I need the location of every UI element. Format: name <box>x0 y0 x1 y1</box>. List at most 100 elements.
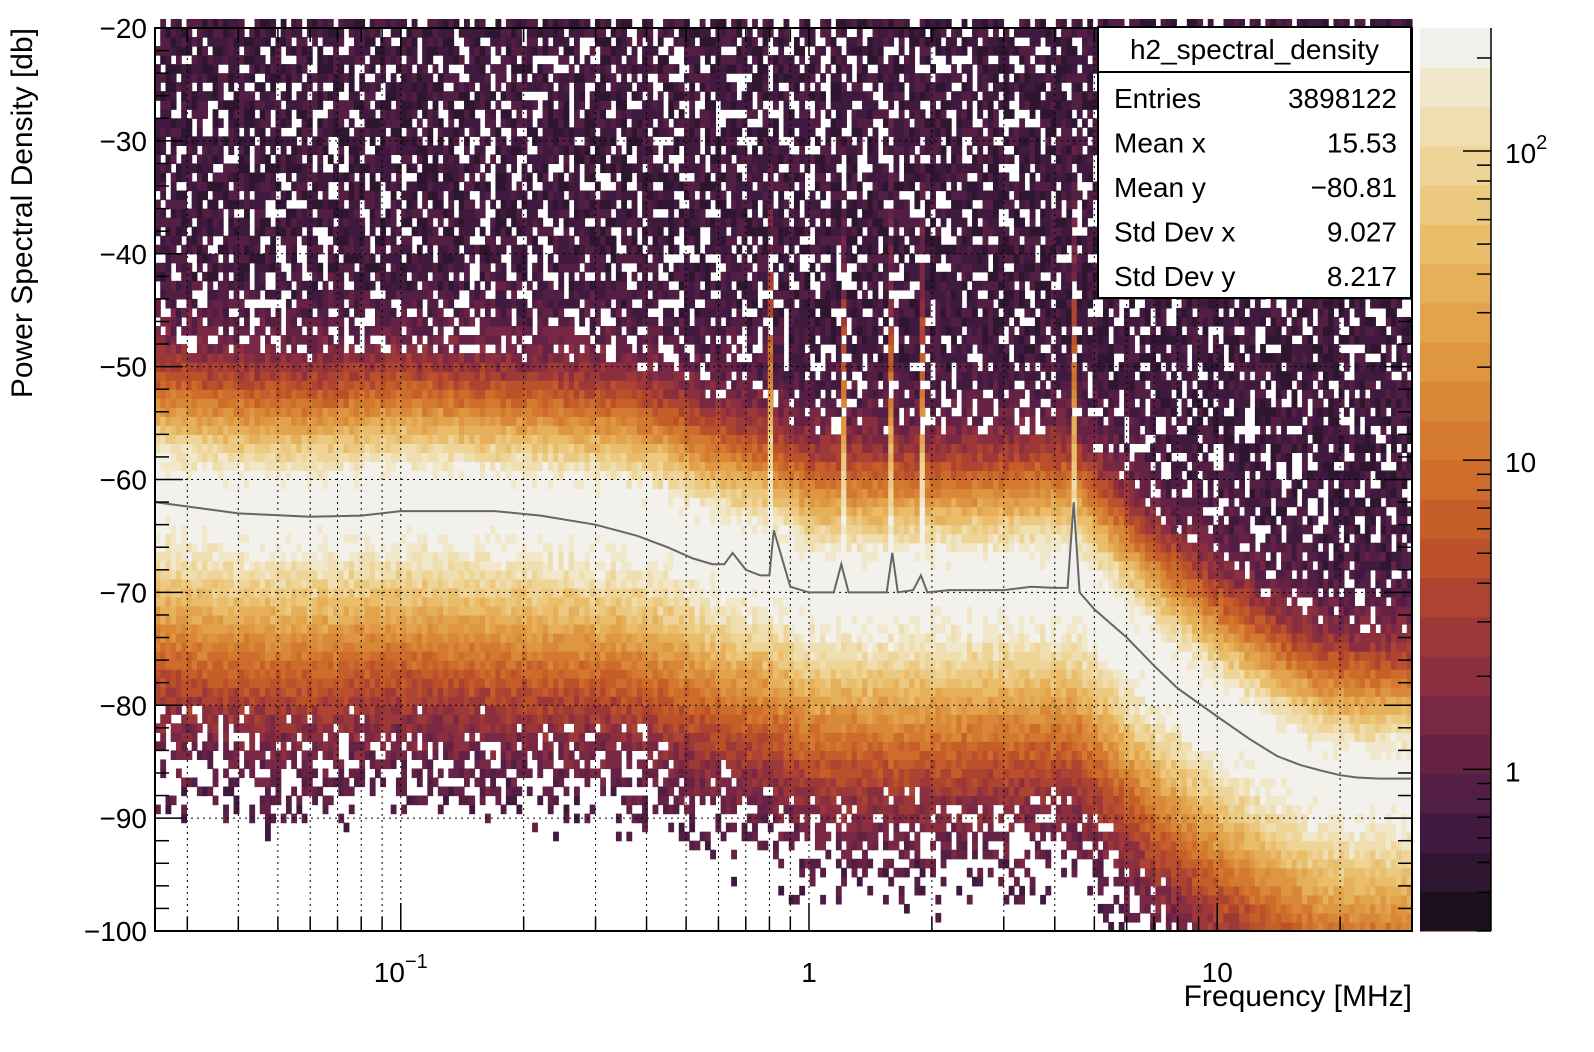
heatmap-cell <box>202 560 208 571</box>
heatmap-cell <box>327 452 334 463</box>
heatmap-cell <box>369 127 376 137</box>
heatmap-cell <box>458 623 465 634</box>
heatmap-cell <box>490 109 497 119</box>
heatmap-cell <box>380 741 387 751</box>
heatmap-cell <box>374 181 381 192</box>
heatmap-cell <box>322 804 329 815</box>
heatmap-cell <box>406 587 413 598</box>
heatmap-cell <box>338 109 345 119</box>
heatmap-cell <box>233 190 240 201</box>
heatmap-cell <box>479 714 486 724</box>
heatmap-cell <box>416 479 423 490</box>
heatmap-cell <box>427 669 434 679</box>
heatmap-cell <box>411 443 418 454</box>
heatmap-cell <box>296 651 303 661</box>
heatmap-cell <box>196 172 203 183</box>
heatmap-cell <box>427 172 434 183</box>
heatmap-cell <box>427 136 434 146</box>
heatmap-cell <box>165 335 172 345</box>
heatmap-cell <box>390 605 397 616</box>
heatmap-cell <box>233 470 240 481</box>
heatmap-cell <box>390 461 397 472</box>
heatmap-cell <box>453 560 460 571</box>
heatmap-cell <box>348 289 355 300</box>
heatmap-cell <box>327 696 334 706</box>
heatmap-cell <box>322 479 329 490</box>
heatmap-cell <box>359 578 366 589</box>
heatmap-cell <box>416 660 423 670</box>
heatmap-cell <box>270 289 277 300</box>
heatmap-cell <box>217 587 224 598</box>
heatmap-cell <box>495 678 502 688</box>
heatmap-cell <box>354 723 360 733</box>
heatmap-cell <box>333 623 339 634</box>
heatmap-cell <box>411 696 418 706</box>
heatmap-cell <box>505 533 512 544</box>
heatmap-cell <box>223 18 229 29</box>
heatmap-cell <box>422 389 428 399</box>
heatmap-cell <box>464 660 470 670</box>
heatmap-cell <box>165 614 172 625</box>
heatmap-cell <box>285 407 292 417</box>
heatmap-cell <box>333 172 339 183</box>
heatmap-cell <box>416 623 423 634</box>
heatmap-cell <box>500 271 507 282</box>
heatmap-cell <box>233 37 240 47</box>
heatmap-cell <box>285 614 292 625</box>
heatmap-cell <box>217 172 224 183</box>
heatmap-cell <box>354 560 360 571</box>
heatmap-cell <box>186 145 193 156</box>
heatmap-cell <box>270 353 277 363</box>
heatmap-cell <box>495 262 502 273</box>
heatmap-cell <box>380 651 387 661</box>
heatmap-cell <box>233 73 240 83</box>
heatmap-cell <box>170 253 177 264</box>
heatmap-cell <box>458 605 465 616</box>
heatmap-cell <box>291 623 298 634</box>
heatmap-cell <box>296 741 303 751</box>
heatmap-cell <box>327 660 334 670</box>
heatmap-cell <box>244 425 250 435</box>
heatmap-cell <box>228 551 235 562</box>
heatmap-cell <box>479 136 486 146</box>
heatmap-cell <box>270 163 277 174</box>
heatmap-cell <box>505 696 512 706</box>
heatmap-cell <box>437 262 444 273</box>
heatmap-cell <box>207 696 214 706</box>
heatmap-cell <box>458 696 465 706</box>
heatmap-cell <box>291 289 298 300</box>
heatmap-cell <box>369 64 376 74</box>
heatmap-cell <box>191 353 198 363</box>
heatmap-cell <box>254 605 261 616</box>
heatmap-cell <box>254 325 261 336</box>
heatmap-cell <box>202 741 208 751</box>
heatmap-cell <box>364 253 371 264</box>
heatmap-cell <box>244 614 250 625</box>
heatmap-cell <box>479 371 486 381</box>
heatmap-cell <box>395 578 402 589</box>
heatmap-cell <box>500 623 507 634</box>
heatmap-cell <box>254 705 261 715</box>
heatmap-cell <box>238 353 245 363</box>
heatmap-cell <box>479 750 486 761</box>
heatmap-cell <box>469 479 476 490</box>
heatmap-cell <box>165 425 172 435</box>
heatmap-cell <box>312 280 318 291</box>
heatmap-cell <box>165 434 172 444</box>
heatmap-cell <box>207 533 214 544</box>
heatmap-cell <box>395 407 402 417</box>
heatmap-cell <box>238 389 245 399</box>
heatmap-cell <box>385 651 392 661</box>
heatmap-cell <box>244 181 250 192</box>
heatmap-cell <box>411 316 418 327</box>
heatmap-cell <box>275 434 282 444</box>
heatmap-cell <box>270 389 277 399</box>
heatmap-cell <box>406 741 413 751</box>
heatmap-cell <box>401 669 407 679</box>
heatmap-cell <box>170 280 177 291</box>
heatmap-cell <box>374 46 381 56</box>
heatmap-cell <box>249 335 256 345</box>
heatmap-cell <box>484 371 491 381</box>
heatmap-cell <box>359 515 366 526</box>
heatmap-cell <box>395 335 402 345</box>
